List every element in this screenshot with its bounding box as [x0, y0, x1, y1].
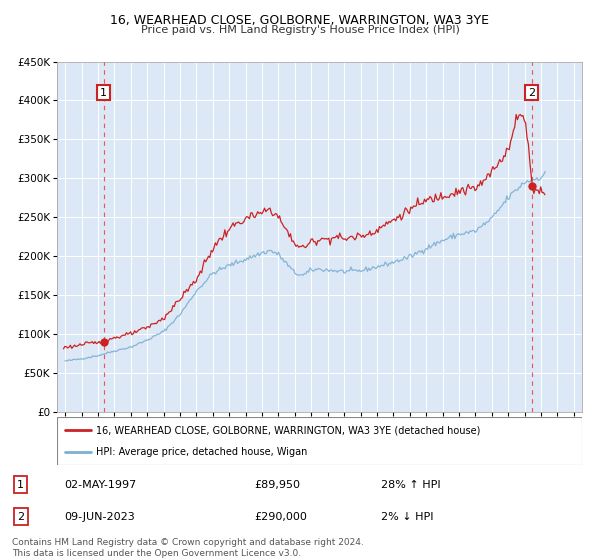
- Text: 16, WEARHEAD CLOSE, GOLBORNE, WARRINGTON, WA3 3YE (detached house): 16, WEARHEAD CLOSE, GOLBORNE, WARRINGTON…: [97, 425, 481, 435]
- Text: Price paid vs. HM Land Registry's House Price Index (HPI): Price paid vs. HM Land Registry's House …: [140, 25, 460, 35]
- Text: Contains HM Land Registry data © Crown copyright and database right 2024.
This d: Contains HM Land Registry data © Crown c…: [12, 538, 364, 558]
- Text: 28% ↑ HPI: 28% ↑ HPI: [380, 479, 440, 489]
- Text: 09-JUN-2023: 09-JUN-2023: [64, 512, 134, 522]
- Text: £89,950: £89,950: [254, 479, 300, 489]
- Text: 2: 2: [528, 88, 535, 97]
- Text: 02-MAY-1997: 02-MAY-1997: [64, 479, 136, 489]
- Text: 2: 2: [17, 512, 24, 522]
- Text: 16, WEARHEAD CLOSE, GOLBORNE, WARRINGTON, WA3 3YE: 16, WEARHEAD CLOSE, GOLBORNE, WARRINGTON…: [110, 14, 490, 27]
- Text: HPI: Average price, detached house, Wigan: HPI: Average price, detached house, Wiga…: [97, 447, 308, 457]
- Text: 1: 1: [17, 479, 24, 489]
- Text: 1: 1: [100, 88, 107, 97]
- Text: £290,000: £290,000: [254, 512, 307, 522]
- Text: 2% ↓ HPI: 2% ↓ HPI: [380, 512, 433, 522]
